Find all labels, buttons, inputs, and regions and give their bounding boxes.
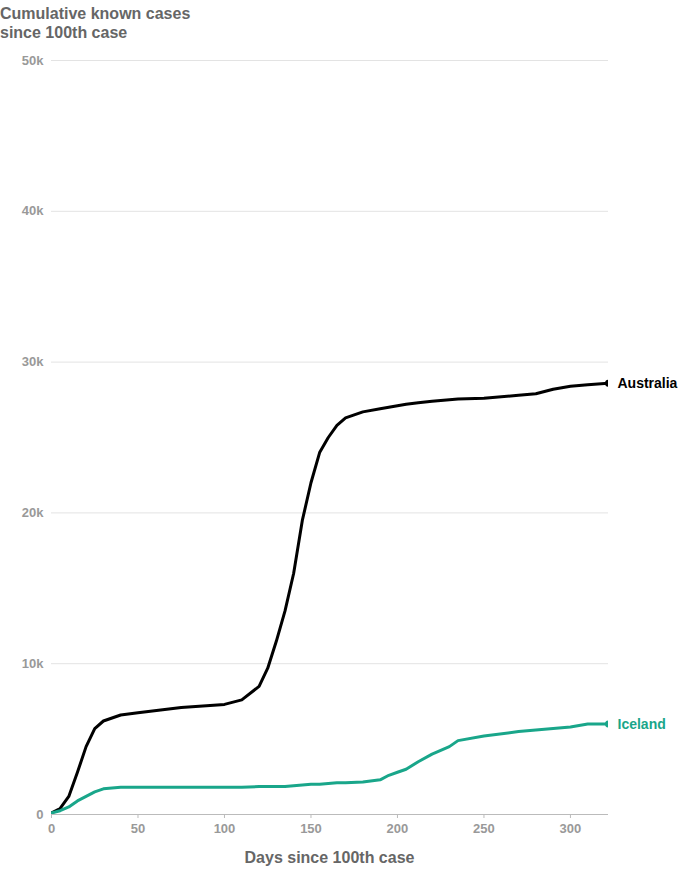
- svg-text:50: 50: [131, 821, 145, 836]
- svg-text:50k: 50k: [22, 53, 44, 68]
- svg-text:20k: 20k: [22, 505, 44, 520]
- svg-text:250: 250: [473, 821, 495, 836]
- svg-text:10k: 10k: [22, 656, 44, 671]
- svg-text:0: 0: [36, 807, 43, 822]
- svg-text:100: 100: [214, 821, 236, 836]
- svg-text:Iceland: Iceland: [618, 716, 666, 732]
- svg-text:0: 0: [48, 821, 55, 836]
- svg-text:200: 200: [387, 821, 409, 836]
- svg-text:150: 150: [300, 821, 322, 836]
- html-text:Cumulative known cases since 1: Cumulative known cases since 100th case: [0, 5, 191, 41]
- svg-text:300: 300: [560, 821, 582, 836]
- svg-text:Australia: Australia: [618, 375, 678, 391]
- svg-text:30k: 30k: [22, 354, 44, 369]
- svg-text:40k: 40k: [22, 203, 44, 218]
- html-text:Days since 100th case: Days since 100th case: [244, 849, 415, 866]
